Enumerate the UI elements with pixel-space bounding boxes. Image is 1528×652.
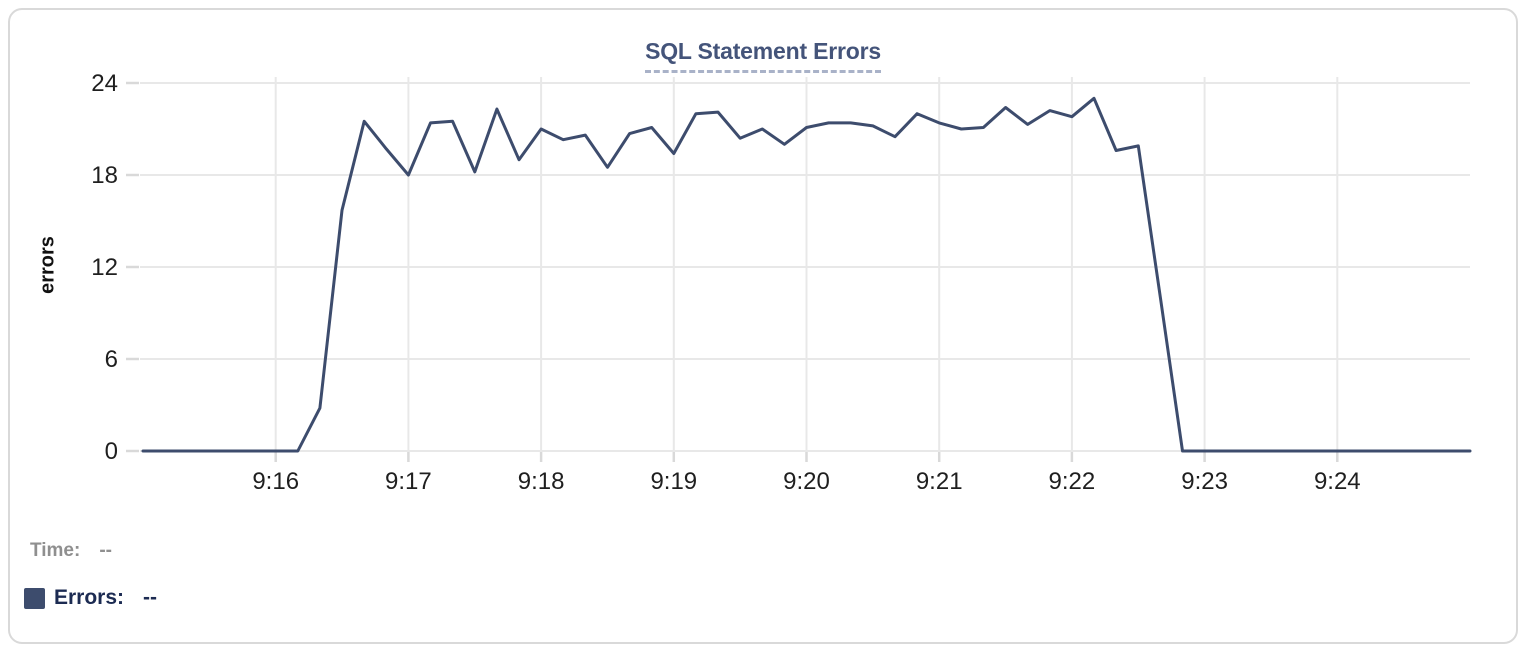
- y-tick-label: 0: [105, 438, 118, 465]
- x-tick-label: 9:22: [1049, 468, 1096, 495]
- errors-series-swatch-icon: [24, 587, 45, 609]
- chart-title-container: SQL Statement Errors: [10, 38, 1516, 73]
- hover-readout: Time: -- Errors: --: [24, 540, 157, 610]
- x-tick-label: 9:16: [252, 468, 299, 495]
- x-tick-label: 9:23: [1181, 468, 1228, 495]
- chart-card: SQL Statement Errors: [8, 8, 1518, 644]
- y-tick-label: 6: [105, 346, 118, 373]
- y-tick-label: 18: [91, 162, 118, 189]
- errors-line-series[interactable]: [141, 96, 1472, 453]
- x-tick-label: 9:17: [385, 468, 432, 495]
- x-tick-label: 9:19: [650, 468, 697, 495]
- x-tick-label: 9:21: [916, 468, 963, 495]
- y-axis-title: errors: [36, 236, 59, 294]
- x-tick-label: 9:20: [783, 468, 830, 495]
- errors-value: --: [143, 586, 158, 609]
- chart-title[interactable]: SQL Statement Errors: [645, 38, 881, 73]
- y-tick-label: 24: [91, 70, 118, 97]
- x-tick-label: 9:24: [1314, 468, 1361, 495]
- x-tick-label: 9:18: [518, 468, 565, 495]
- y-tick-label: 12: [91, 254, 118, 281]
- time-label: Time:: [30, 540, 81, 561]
- hover-readout-time-row: Time: --: [30, 540, 157, 562]
- hover-readout-errors-row: Errors: --: [24, 586, 157, 610]
- time-value: --: [99, 540, 112, 561]
- errors-label: Errors:: [54, 586, 125, 609]
